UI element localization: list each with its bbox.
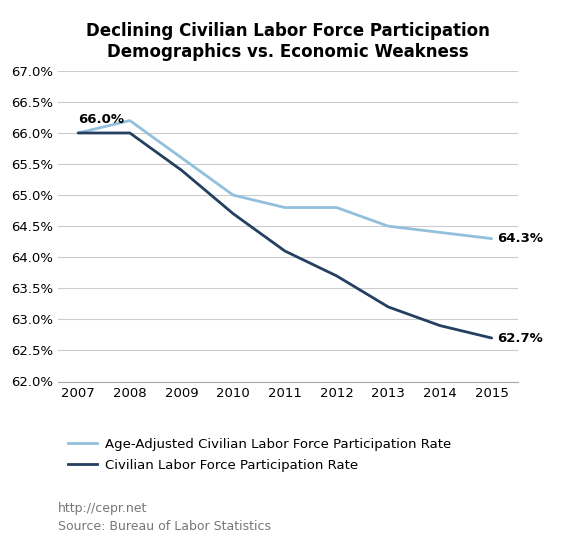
Text: http://cepr.net: http://cepr.net [58,502,147,515]
Text: Source: Bureau of Labor Statistics: Source: Bureau of Labor Statistics [58,520,270,533]
Title: Declining Civilian Labor Force Participation
Demographics vs. Economic Weakness: Declining Civilian Labor Force Participa… [86,22,489,61]
Text: 66.0%: 66.0% [78,113,124,126]
Legend: Age-Adjusted Civilian Labor Force Participation Rate, Civilian Labor Force Parti: Age-Adjusted Civilian Labor Force Partic… [68,438,451,472]
Text: 64.3%: 64.3% [497,232,543,245]
Text: 62.7%: 62.7% [497,331,543,344]
